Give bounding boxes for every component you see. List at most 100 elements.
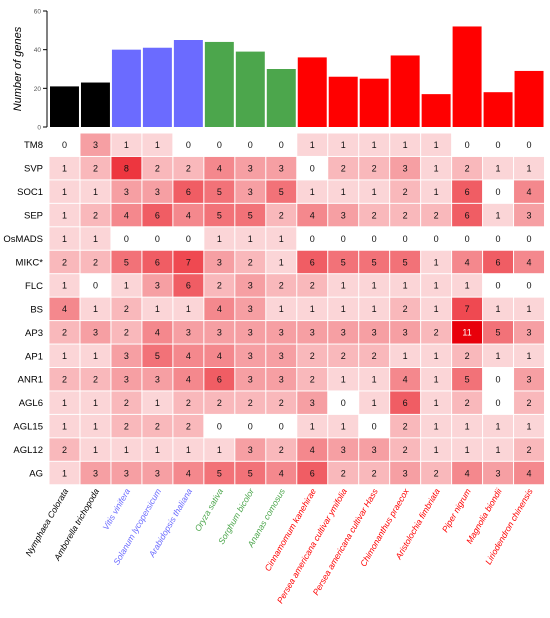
heatmap-cell bbox=[483, 156, 514, 180]
cell-value: 2 bbox=[279, 281, 284, 291]
cell-value: 3 bbox=[155, 375, 160, 385]
cell-value: 5 bbox=[341, 257, 346, 267]
cell-value: 4 bbox=[186, 210, 191, 220]
cell-value: 2 bbox=[124, 398, 129, 408]
bar bbox=[111, 49, 141, 127]
bar bbox=[142, 47, 172, 127]
heatmap-cell bbox=[452, 180, 483, 203]
heatmap-cell bbox=[142, 274, 173, 297]
cell-value: 0 bbox=[496, 187, 501, 197]
heatmap-cell bbox=[297, 274, 328, 297]
heatmap-cell bbox=[204, 227, 235, 250]
cell-value: 3 bbox=[186, 328, 191, 338]
heatmap-cell bbox=[80, 203, 111, 227]
heatmap-cell bbox=[266, 250, 297, 274]
heatmap-cell bbox=[173, 461, 204, 485]
cell-value: 3 bbox=[310, 398, 315, 408]
cell-value: 1 bbox=[403, 351, 408, 361]
heatmap-cell bbox=[328, 461, 359, 485]
heatmap-cell bbox=[266, 156, 297, 180]
cell-value: 0 bbox=[372, 234, 377, 244]
heatmap-cell bbox=[328, 156, 359, 180]
heatmap-cell bbox=[235, 391, 266, 414]
cell-value: 2 bbox=[434, 210, 439, 220]
cell-value: 6 bbox=[186, 187, 191, 197]
cell-value: 0 bbox=[124, 234, 129, 244]
bar bbox=[421, 94, 451, 127]
row-label: TM8 bbox=[24, 140, 43, 151]
cell-value: 6 bbox=[310, 257, 315, 267]
cell-value: 2 bbox=[310, 351, 315, 361]
heatmap-cell bbox=[49, 461, 80, 485]
cell-value: 4 bbox=[279, 468, 284, 478]
cell-value: 3 bbox=[124, 187, 129, 197]
cell-value: 0 bbox=[248, 140, 253, 150]
heatmap-cell bbox=[328, 227, 359, 250]
cell-value: 4 bbox=[465, 468, 470, 478]
cell-value: 1 bbox=[403, 140, 408, 150]
heatmap-cell bbox=[452, 250, 483, 274]
heatmap-cell bbox=[111, 274, 142, 297]
heatmap-cell bbox=[49, 180, 80, 203]
cell-value: 11 bbox=[462, 328, 471, 338]
cell-value: 2 bbox=[279, 445, 284, 455]
heatmap-cell bbox=[452, 321, 483, 344]
cell-value: 0 bbox=[248, 421, 253, 431]
cell-value: 3 bbox=[248, 304, 253, 314]
heatmap-cell bbox=[328, 250, 359, 274]
heatmap-cell bbox=[111, 344, 142, 367]
heatmap-cell bbox=[359, 391, 390, 414]
cell-value: 1 bbox=[341, 187, 346, 197]
heatmap-cell bbox=[80, 133, 111, 156]
row-label: OsMADS bbox=[3, 234, 43, 245]
cell-value: 2 bbox=[186, 163, 191, 173]
cell-value: 0 bbox=[310, 234, 315, 244]
heatmap-cell bbox=[49, 321, 80, 344]
cell-value: 3 bbox=[248, 351, 253, 361]
heatmap-cell bbox=[359, 274, 390, 297]
heatmap-cell bbox=[421, 391, 452, 414]
heatmap-cell bbox=[49, 274, 80, 297]
bar bbox=[483, 92, 513, 127]
cell-value: 1 bbox=[341, 421, 346, 431]
heatmap-cell bbox=[235, 461, 266, 485]
heatmap-cell bbox=[514, 297, 545, 321]
heatmap-cell bbox=[49, 133, 80, 156]
cell-value: 2 bbox=[434, 328, 439, 338]
cell-value: 0 bbox=[465, 140, 470, 150]
cell-value: 2 bbox=[186, 421, 191, 431]
cell-value: 5 bbox=[248, 468, 253, 478]
bar bbox=[328, 76, 358, 127]
heatmap-cell bbox=[421, 156, 452, 180]
heatmap-cell bbox=[49, 391, 80, 414]
heatmap-cell bbox=[173, 438, 204, 461]
heatmap-cell bbox=[297, 156, 328, 180]
heatmap-cell bbox=[142, 133, 173, 156]
heatmap-cell bbox=[483, 250, 514, 274]
cell-value: 4 bbox=[186, 351, 191, 361]
cell-value: 1 bbox=[279, 304, 284, 314]
heatmap-cell bbox=[452, 368, 483, 391]
heatmap-cell bbox=[204, 203, 235, 227]
cell-value: 7 bbox=[465, 304, 470, 314]
heatmap-cell bbox=[328, 414, 359, 438]
cell-value: 4 bbox=[124, 210, 129, 220]
heatmap-cell bbox=[235, 133, 266, 156]
heatmap-cell bbox=[111, 203, 142, 227]
cell-value: 4 bbox=[217, 351, 222, 361]
cell-value: 3 bbox=[372, 328, 377, 338]
heatmap-cell bbox=[80, 274, 111, 297]
cell-value: 1 bbox=[434, 398, 439, 408]
heatmap-cell bbox=[297, 438, 328, 461]
heatmap-cell bbox=[266, 368, 297, 391]
heatmap-cell bbox=[173, 297, 204, 321]
heatmap-cell bbox=[390, 438, 421, 461]
heatmap-cell bbox=[328, 438, 359, 461]
heatmap-cell bbox=[235, 438, 266, 461]
heatmap-cell bbox=[266, 297, 297, 321]
cell-value: 0 bbox=[434, 234, 439, 244]
heatmap-cell bbox=[421, 368, 452, 391]
cell-value: 0 bbox=[279, 421, 284, 431]
y-tick-label: 60 bbox=[34, 9, 42, 16]
